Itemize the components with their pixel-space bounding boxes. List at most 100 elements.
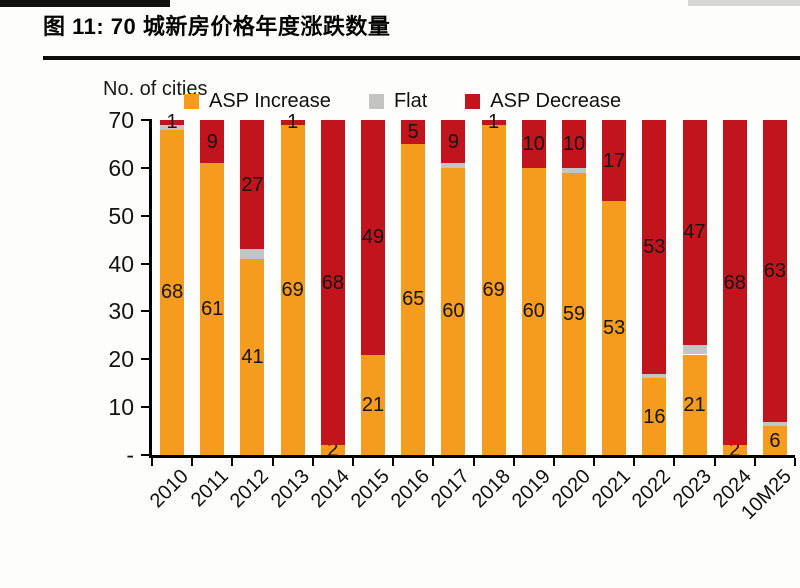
bar-value-label-increase-2024: 2: [729, 439, 741, 462]
bar-value-label-decrease-2017: 9: [447, 130, 459, 153]
y-tick-label: 20: [108, 346, 134, 373]
bar-value-label-increase-2020: 59: [562, 302, 586, 325]
page-edge-artifact-right: [688, 0, 800, 6]
bar-segment-decrease-2023: [682, 120, 707, 345]
bar-segment-increase-2021: [602, 201, 627, 455]
x-axis-tick: [794, 458, 796, 466]
y-axis-tick: [141, 119, 150, 121]
bar-value-label-increase-2018: 69: [482, 278, 505, 301]
bar-segment-flat-2010: [160, 124, 185, 130]
x-axis-tick: [753, 458, 756, 466]
bar-segment-increase-2022: [642, 378, 667, 455]
bar-segment-decrease-2016: [401, 120, 426, 144]
x-axis-tick: [432, 458, 435, 466]
bar-value-label-increase-2023: 21: [683, 393, 706, 416]
bar-segment-flat-2020: [561, 167, 586, 173]
bar-segment-decrease-2011: [200, 120, 225, 164]
legend-label-decrease: ASP Decrease: [490, 90, 622, 112]
bar-value-label-decrease-2023: 47: [683, 221, 706, 244]
bar-value-label-increase-10M25: 6: [769, 429, 781, 452]
bar-segment-flat-2017: [441, 163, 466, 168]
bar-segment-increase-2013: [280, 124, 305, 455]
legend-swatch-increase-icon: [184, 94, 199, 109]
bar-value-label-decrease-10M25: 63: [763, 259, 787, 282]
bar-segment-flat-10M25: [762, 421, 787, 427]
y-axis-tick: [141, 166, 150, 169]
y-tick-label: 10: [108, 394, 134, 421]
bar-value-label-decrease-2013: 1: [287, 111, 299, 134]
bar-value-label-decrease-2024: 68: [723, 271, 746, 294]
bar-segment-decrease-2013: [280, 120, 305, 125]
bar-segment-increase-2020: [561, 172, 586, 455]
bar-segment-decrease-2024: [722, 120, 747, 446]
x-axis-tick: [633, 458, 636, 466]
x-axis-tick: [191, 458, 194, 466]
bar-segment-increase-2012: [240, 258, 265, 455]
bar-segment-increase-2015: [361, 354, 386, 455]
y-axis: [149, 119, 152, 458]
bar-value-label-decrease-2012: 27: [241, 173, 264, 196]
bar-value-label-increase-2021: 53: [603, 317, 626, 340]
x-axis-tick: [552, 458, 555, 466]
bar-value-label-decrease-2020: 10: [562, 132, 586, 155]
legend-label-flat: Flat: [393, 90, 428, 112]
legend-label-increase: ASP Increase: [209, 90, 331, 112]
x-axis-tick: [151, 458, 153, 466]
bar-segment-flat-2022: [642, 373, 667, 379]
x-axis-tick: [593, 458, 596, 466]
x-axis-tick: [472, 458, 475, 466]
bar-segment-decrease-2017: [441, 120, 466, 164]
bar-segment-increase-2019: [521, 167, 546, 455]
bar-segment-decrease-2021: [602, 120, 627, 202]
y-axis-tick: [141, 406, 150, 409]
bar-value-label-increase-2010: 68: [160, 281, 184, 304]
y-axis-tick: [141, 358, 150, 361]
bar-segment-decrease-2018: [481, 120, 506, 125]
bar-value-label-increase-2014: 2: [327, 439, 339, 462]
bar-value-label-decrease-2011: 9: [206, 130, 218, 153]
page-edge-artifact-left: [0, 0, 170, 7]
x-axis: [149, 455, 795, 458]
y-axis-tick: [141, 262, 150, 265]
bar-segment-decrease-2015: [361, 120, 386, 355]
bar-value-label-decrease-2015: 49: [361, 226, 385, 249]
x-axis-tick: [512, 458, 515, 466]
y-axis-title: No. of cities: [103, 78, 208, 100]
bar-segment-increase-2016: [401, 143, 426, 455]
figure-title: 图 11: 70 城新房价格年度涨跌数量: [43, 14, 391, 39]
bar-value-label-decrease-2022: 53: [643, 235, 666, 258]
bar-segment-flat-2012: [240, 249, 265, 259]
y-tick-label: 30: [108, 298, 134, 325]
y-axis-tick: [141, 310, 150, 313]
title-divider: [43, 56, 800, 60]
bar-segment-increase-2017: [441, 167, 466, 455]
legend-item-asp-increase: ASP Increase: [184, 90, 331, 113]
y-axis-tick: [141, 214, 150, 217]
bar-segment-increase-2010: [160, 129, 185, 455]
legend-swatch-decrease-icon: [465, 94, 481, 109]
bar-segment-increase-2024: [722, 445, 747, 455]
bar-value-label-increase-2015: 21: [361, 393, 385, 416]
x-axis-tick: [351, 458, 354, 466]
legend-item-asp-decrease: ASP Decrease: [465, 90, 621, 113]
bar-value-label-decrease-2019: 10: [522, 132, 545, 155]
bar-segment-decrease-2020: [561, 120, 586, 168]
bar-segment-increase-2023: [682, 354, 707, 455]
bar-value-label-increase-2022: 16: [643, 405, 666, 428]
bar-segment-decrease-2019: [521, 120, 546, 168]
x-axis-tick: [713, 458, 716, 466]
y-tick-label: 70: [108, 107, 134, 133]
bar-value-label-increase-2013: 69: [281, 278, 304, 301]
x-axis-tick: [673, 458, 676, 466]
bar-value-label-decrease-2014: 68: [321, 271, 344, 294]
bar-value-label-increase-2016: 65: [402, 288, 425, 311]
bar-segment-increase-2011: [200, 163, 225, 455]
bar-segment-decrease-10M25: [762, 120, 787, 422]
bar-value-label-increase-2012: 41: [241, 345, 264, 368]
legend-swatch-flat-icon: [368, 94, 384, 109]
x-axis-tick: [311, 458, 314, 466]
bar-value-label-decrease-2021: 17: [603, 149, 626, 172]
bar-segment-increase-10M25: [762, 426, 787, 455]
y-tick-label: 40: [108, 250, 134, 277]
